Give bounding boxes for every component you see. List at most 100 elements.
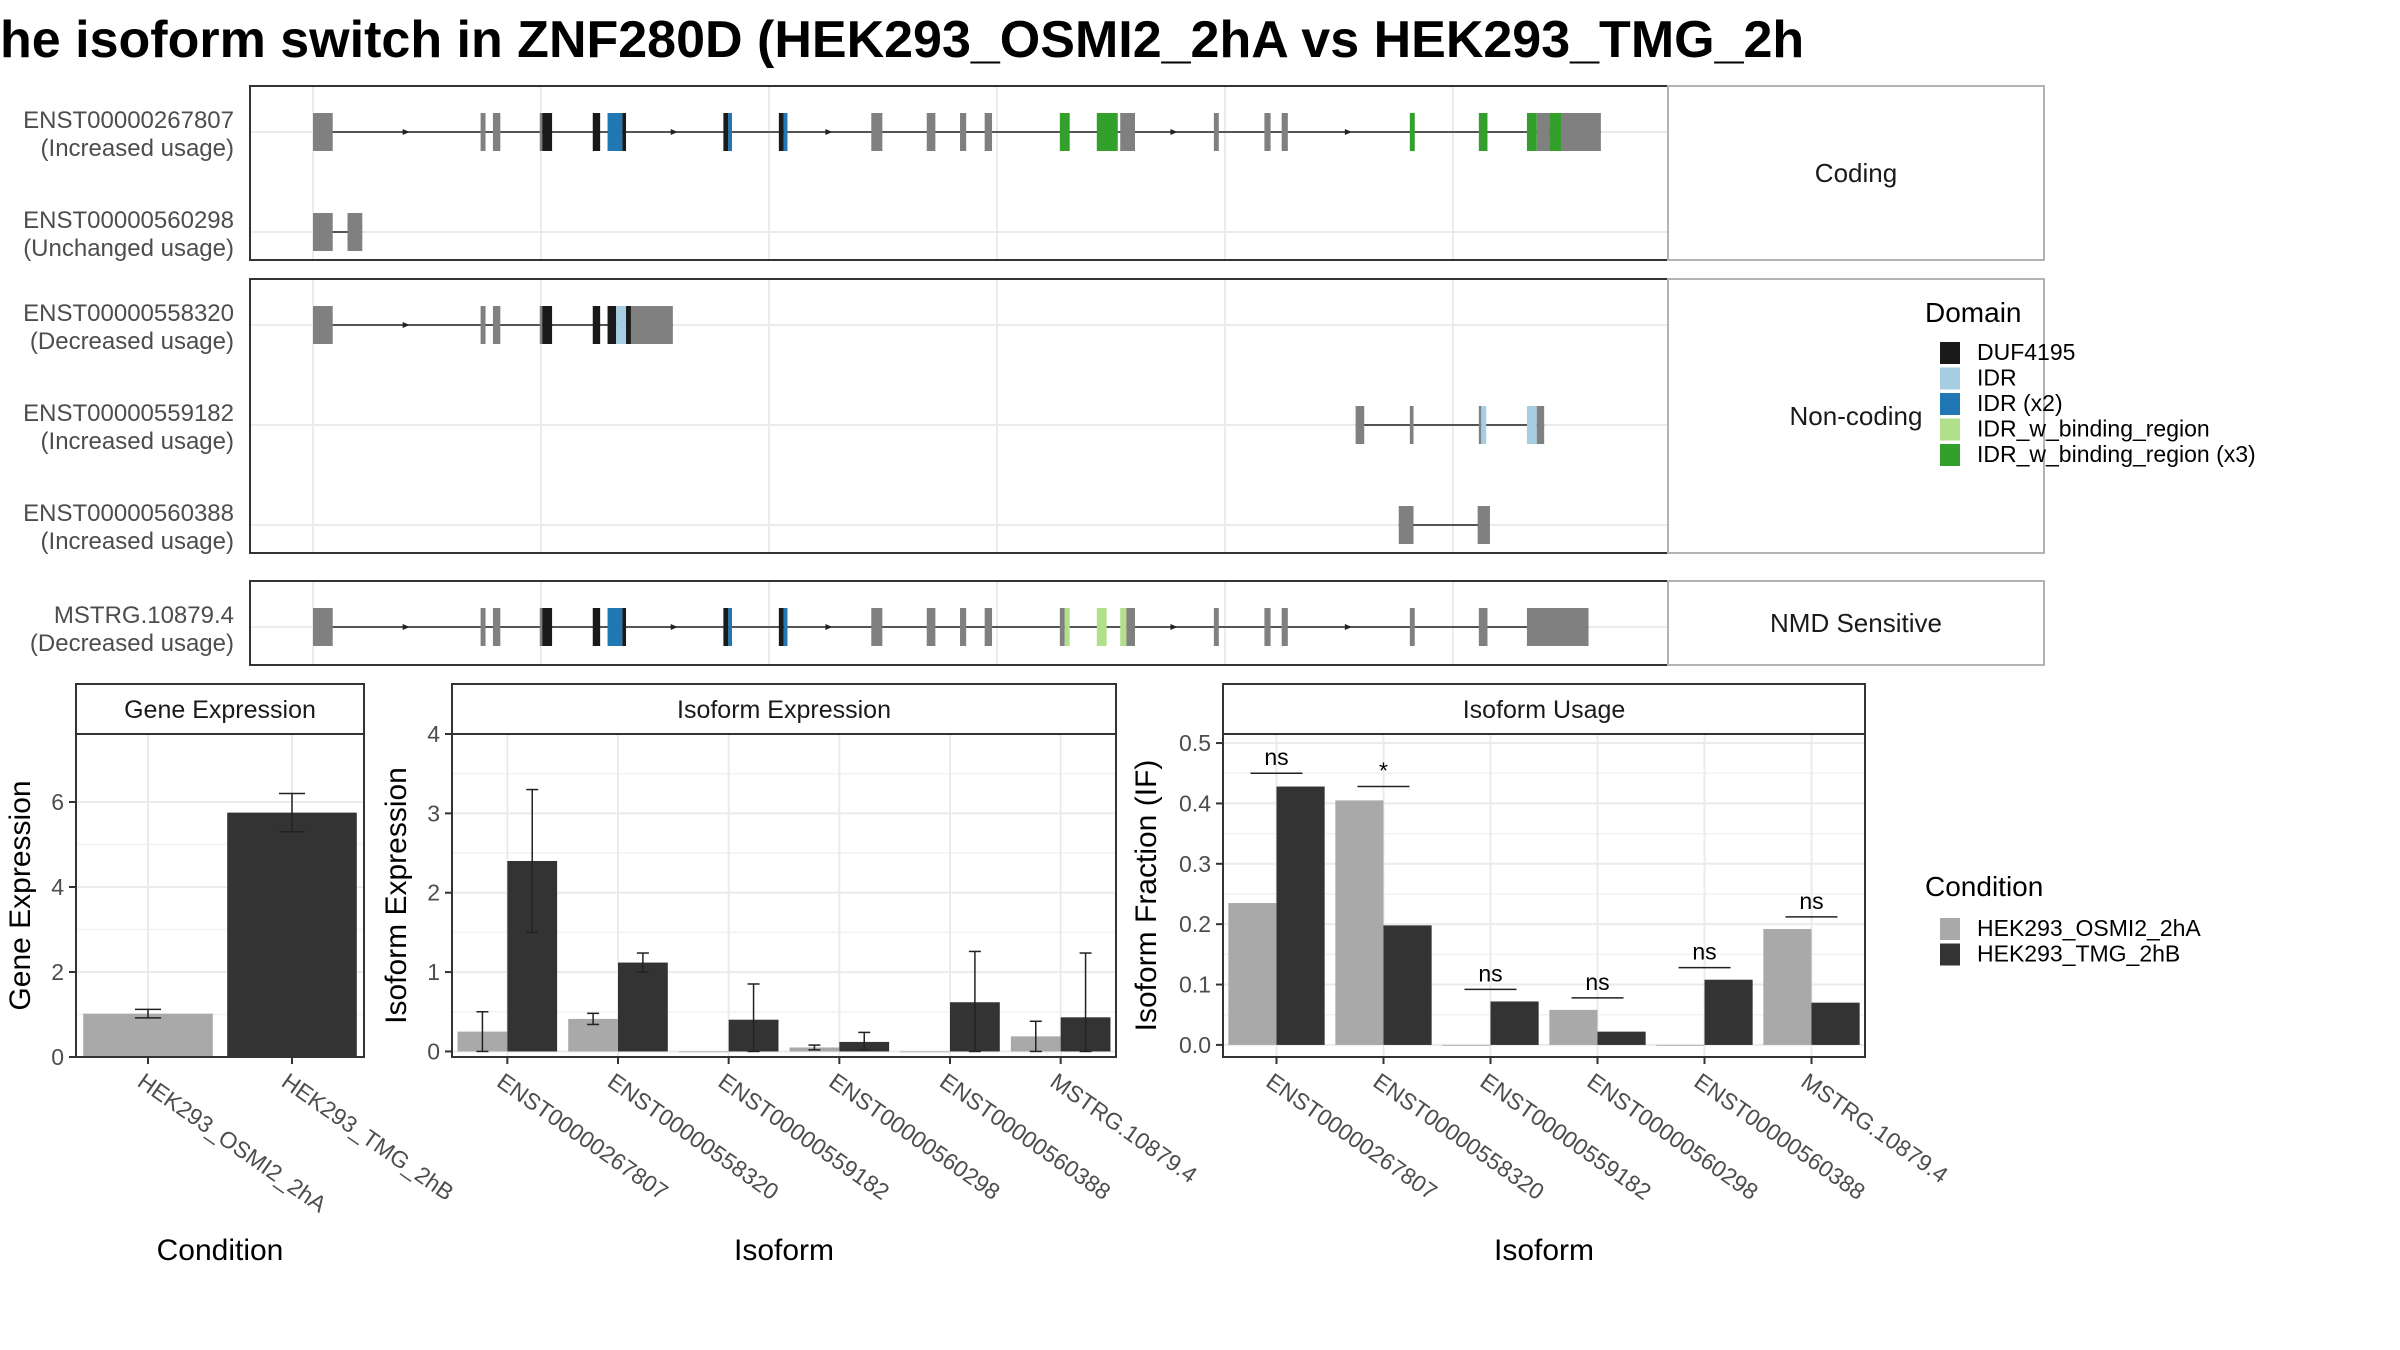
isoform-usage-chart: ns * ns ns ns ns Isoform Usage 0.0 0.1 0.2 0.3 0.4 0… <box>1130 683 1953 1267</box>
structure-panel-bg <box>250 581 1668 665</box>
exon-block <box>616 306 627 344</box>
exon-block <box>1526 608 1589 646</box>
isoform-usage-label: (Decreased usage) <box>30 328 234 355</box>
domain-legend-label: IDR <box>1977 365 2017 391</box>
bar <box>83 1013 213 1057</box>
y-tick-label: 0 <box>51 1044 64 1070</box>
exon-block <box>626 306 631 344</box>
x-tick-label: ENST00000560388 <box>1690 1068 1870 1205</box>
exon-block <box>778 608 784 646</box>
intron-direction-arrow <box>1344 624 1352 630</box>
domain-legend-key <box>1940 367 1960 390</box>
significance-label: ns <box>1478 960 1502 986</box>
isoform-usage-label: (Decreased usage) <box>30 630 234 657</box>
y-tick-label: 0.4 <box>1179 790 1211 816</box>
isoform-usage-label: (Increased usage) <box>41 528 234 555</box>
bar <box>1763 929 1812 1045</box>
intron-direction-arrow <box>1170 129 1178 135</box>
structure-strip-box <box>1667 580 2045 666</box>
exon-block <box>778 113 784 151</box>
exon-block <box>1120 113 1136 151</box>
x-tick-label: ENST00000267807 <box>1262 1068 1442 1205</box>
exon-block <box>1120 608 1127 646</box>
exon-block <box>1481 406 1487 444</box>
exon-block <box>480 113 486 151</box>
domain-legend-key <box>1940 342 1960 364</box>
bar <box>1442 1044 1491 1046</box>
exon-block <box>1096 113 1118 151</box>
exon-block <box>347 213 363 251</box>
bar <box>618 962 668 1052</box>
exon-block <box>1478 113 1488 151</box>
exon-block <box>1059 113 1070 151</box>
condition-legend-title: Condition <box>1925 871 2043 902</box>
significance-label: ns <box>1585 969 1609 995</box>
exon-block <box>1478 608 1488 646</box>
figure-title: he isoform switch in ZNF280D (HEK293_OSM… <box>0 11 1804 69</box>
bar <box>1383 925 1432 1045</box>
isoform-id-label: ENST00000267807 <box>23 107 234 134</box>
y-tick-label: 0.0 <box>1179 1032 1211 1058</box>
intron-direction-arrow <box>1170 624 1178 630</box>
exon-block <box>492 306 501 344</box>
structure-panel-bg <box>250 279 1668 553</box>
exon-block <box>1561 113 1601 151</box>
x-tick-label: ENST00000559182 <box>1476 1068 1656 1205</box>
exon-block <box>592 306 601 344</box>
exon-block <box>539 113 543 151</box>
y-tick-label: 4 <box>51 874 64 900</box>
y-tick-label: 3 <box>427 800 440 826</box>
isoform-id-label: ENST00000558320 <box>23 300 234 327</box>
exon-block <box>783 113 788 151</box>
exon-block <box>1526 406 1537 444</box>
exon-block <box>1264 608 1271 646</box>
y-tick-label: 2 <box>427 880 440 906</box>
structure-strip-label: NMD Sensitive <box>1770 608 1942 638</box>
intron-direction-arrow <box>402 322 410 328</box>
exon-block <box>1281 608 1288 646</box>
isoform-expression-chart: Isoform Expression01234ENST00000267807EN… <box>380 683 1202 1267</box>
exon-block <box>622 113 627 151</box>
isoform-id-label: ENST00000560388 <box>23 500 234 527</box>
isoform-id-label: ENST00000559182 <box>23 400 234 427</box>
exon-block <box>1549 113 1562 151</box>
intron-direction-arrow <box>402 129 410 135</box>
exon-block <box>1355 406 1365 444</box>
condition-legend-key <box>1940 943 1960 966</box>
y-tick-label: 0.1 <box>1179 972 1211 998</box>
bar <box>1228 903 1277 1045</box>
bar <box>900 1051 950 1053</box>
exon-block <box>1409 406 1414 444</box>
facet-strip <box>1222 683 1866 735</box>
chart-title: Isoform Expression <box>677 696 891 724</box>
isoform-usage-label: (Increased usage) <box>41 135 234 162</box>
domain-legend-label: IDR_w_binding_region (x3) <box>1977 441 2256 467</box>
condition-legend-key <box>1940 918 1960 940</box>
x-tick-label: ENST00000560298 <box>1583 1068 1763 1205</box>
structure-strip-box <box>1667 278 2045 554</box>
bar <box>1656 1044 1705 1046</box>
exon-block <box>1477 506 1490 544</box>
condition-legend-label: HEK293_OSMI2_2hA <box>1977 915 2201 941</box>
domain-legend-label: IDR_w_binding_region <box>1977 416 2210 442</box>
exon-block <box>926 113 936 151</box>
exon-block <box>783 608 788 646</box>
bar <box>227 812 357 1057</box>
exon-block <box>542 306 553 344</box>
chart-title: Gene Expression <box>124 696 316 724</box>
structure-panel-bg <box>250 86 1668 260</box>
exon-block <box>1096 608 1107 646</box>
exon-block <box>1478 406 1482 444</box>
intron-direction-arrow <box>825 624 833 630</box>
y-axis-title: Isoform Fraction (IF) <box>1130 760 1163 1032</box>
exon-block <box>1264 113 1271 151</box>
exon-block <box>542 113 553 151</box>
y-tick-label: 2 <box>51 959 64 985</box>
domain-legend-label: IDR (x2) <box>1977 390 2063 416</box>
intron-direction-arrow <box>1344 129 1352 135</box>
exon-block <box>926 608 936 646</box>
structure-strip-box <box>1667 85 2045 261</box>
